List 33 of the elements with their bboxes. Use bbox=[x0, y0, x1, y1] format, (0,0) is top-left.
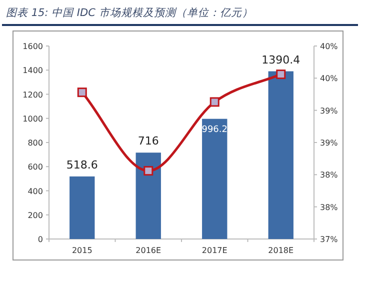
y-tick-label: 1000 bbox=[22, 114, 43, 124]
y-tick-label: 1400 bbox=[22, 66, 43, 76]
y-tick-label: 200 bbox=[28, 210, 43, 220]
y2-tick-label: 39% bbox=[320, 138, 338, 148]
y2-tick-label: 39% bbox=[320, 106, 338, 116]
x-tick-label: 2016E bbox=[136, 246, 162, 255]
data-label: 716 bbox=[138, 134, 159, 148]
y-tick-label: 1600 bbox=[22, 42, 43, 51]
y2-tick-label: 38% bbox=[320, 202, 338, 212]
x-tick-label: 2018E bbox=[268, 246, 294, 255]
data-label: 1390.4 bbox=[262, 53, 300, 66]
point bbox=[77, 88, 87, 98]
point bbox=[144, 166, 154, 176]
x-tick-label: 2015 bbox=[72, 246, 92, 255]
bar bbox=[136, 152, 161, 239]
bar bbox=[202, 118, 228, 239]
y2-tick-label: 40% bbox=[320, 74, 338, 84]
point bbox=[276, 70, 286, 80]
data-label: 518.6 bbox=[66, 158, 98, 172]
y-tick-label: 0 bbox=[38, 235, 43, 244]
y-tick-label: 1200 bbox=[22, 90, 43, 100]
bar bbox=[70, 176, 95, 239]
y-tick-label: 800 bbox=[28, 138, 43, 148]
y-tick-label: 600 bbox=[28, 162, 43, 172]
point bbox=[210, 97, 220, 107]
y2-tick-label: 37% bbox=[320, 235, 338, 244]
y-tick-label: 400 bbox=[28, 186, 43, 196]
data-label: 996.2 bbox=[202, 124, 228, 135]
bar bbox=[268, 71, 294, 239]
y2-tick-label: 38% bbox=[320, 170, 338, 180]
title: 图表 15: 中国 IDC 市场规模及预测（单位：亿元） bbox=[6, 7, 253, 19]
x-tick-label: 2017E bbox=[202, 246, 228, 255]
y2-tick-label: 40% bbox=[320, 42, 338, 51]
